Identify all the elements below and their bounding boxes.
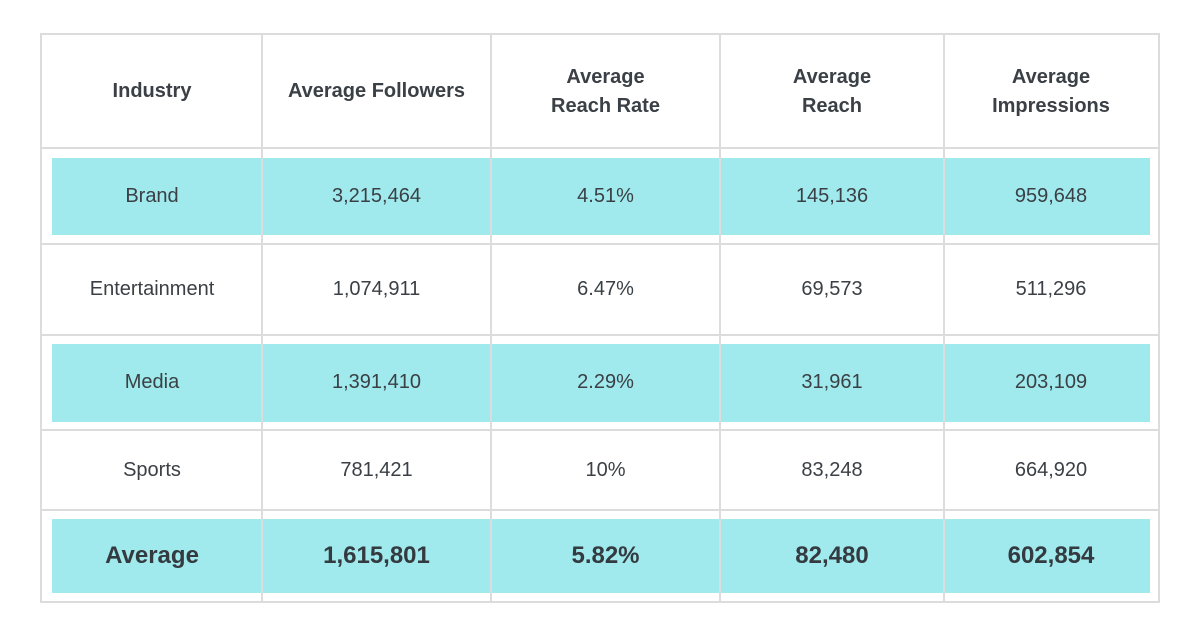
table-cell: Media (42, 335, 262, 430)
column-divider (261, 35, 263, 601)
cell-value: 1,391,410 (332, 371, 421, 393)
cell-value: 664,920 (1014, 458, 1088, 481)
row-highlight (52, 344, 1150, 422)
table-cell: 69,573 (720, 244, 944, 335)
table-cell: 664,920 (944, 430, 1158, 510)
table-row: Brand 3,215,464 4.51% 145,136 959,648 (42, 148, 1158, 244)
table-cell: 602,854 (944, 510, 1158, 601)
table-cell: 2.29% (491, 335, 720, 430)
cell-value: Entertainment (89, 278, 215, 300)
table-row: Media 1,391,410 2.29% 31,961 203,109 (42, 335, 1158, 430)
table-cell: 5.82% (491, 510, 720, 601)
cell-value: 203,109 (1014, 371, 1088, 393)
cell-value: 6.47% (577, 278, 634, 300)
cell-value: 1,074,911 (332, 278, 421, 300)
cell-value: 83,248 (801, 458, 863, 481)
cell-value: 1,615,801 (323, 541, 430, 569)
cell-value: 602,854 (1007, 541, 1095, 569)
row-highlight (52, 158, 1150, 235)
table-row: Entertainment 1,074,911 6.47% 69,573 511,296 (42, 244, 1158, 335)
header-cell: Average Impressions (944, 35, 1158, 148)
header-label-line: Average (566, 65, 645, 88)
table-cell: 959,648 (944, 148, 1158, 244)
table-cell: 511,296 (944, 244, 1158, 335)
row-divider (42, 147, 1158, 149)
cell-value: Media (124, 371, 180, 393)
cell-value: 781,421 (340, 458, 413, 481)
header-label-line: Industry (112, 80, 192, 102)
header-label-line: Impressions (992, 94, 1110, 117)
column-divider (943, 35, 945, 601)
table-row: Sports 781,421 10% 83,248 664,920 (42, 430, 1158, 510)
cell-value: 511,296 (1015, 278, 1087, 300)
row-divider (42, 429, 1158, 431)
average-row: Average 1,615,801 5.82% 82,480 602,854 (42, 510, 1158, 601)
table-cell: 781,421 (262, 430, 491, 510)
table-cell: 1,615,801 (262, 510, 491, 601)
table-cell: 145,136 (720, 148, 944, 244)
cell-value: 4.51% (577, 184, 634, 207)
table-cell: Entertainment (42, 244, 262, 335)
table-cell: 1,074,911 (262, 244, 491, 335)
header-label-line: Average Followers (287, 80, 466, 102)
header-label-line: Average (792, 65, 872, 88)
header-cell: Average Reach (720, 35, 944, 148)
data-table: Industry Average Followers Average Reach Ra… (40, 33, 1160, 603)
header-label-line: Reach Rate (551, 94, 660, 117)
header-label-line: Average (1011, 65, 1091, 88)
header-label-line: Reach (801, 94, 862, 117)
table-cell: 6.47% (491, 244, 720, 335)
cell-value: 5.82% (571, 541, 640, 569)
table-cell: 4.51% (491, 148, 720, 244)
table-cell: Brand (42, 148, 262, 244)
cell-value: 82,480 (795, 541, 869, 569)
table-cell: 203,109 (944, 335, 1158, 430)
table-cell: 83,248 (720, 430, 944, 510)
table-cell: 10% (491, 430, 720, 510)
table-cell: 31,961 (720, 335, 944, 430)
cell-value: Average (105, 541, 199, 569)
table-cell: Sports (42, 430, 262, 510)
header-cell: Average Reach Rate (491, 35, 720, 148)
cell-value: Sports (123, 458, 181, 481)
cell-value: 69,573 (801, 278, 863, 300)
column-divider (490, 35, 492, 601)
row-divider (42, 243, 1158, 245)
row-divider (42, 509, 1158, 511)
cell-value: Brand (125, 184, 179, 207)
table-cell: Average (42, 510, 262, 601)
table-cell: 1,391,410 (262, 335, 491, 430)
column-divider (719, 35, 721, 601)
cell-value: 145,136 (795, 184, 869, 207)
row-highlight (52, 519, 1150, 593)
cell-value: 2.29% (577, 371, 634, 393)
table-cell: 82,480 (720, 510, 944, 601)
header-cell: Industry (42, 35, 262, 148)
table-cell: 3,215,464 (262, 148, 491, 244)
header-cell: Average Followers (262, 35, 491, 148)
cell-value: 959,648 (1014, 184, 1088, 207)
header-row: Industry Average Followers Average Reach Ra… (42, 35, 1158, 148)
cell-value: 10% (585, 458, 626, 481)
cell-value: 31,961 (801, 371, 863, 393)
row-divider (42, 334, 1158, 336)
cell-value: 3,215,464 (332, 184, 421, 207)
